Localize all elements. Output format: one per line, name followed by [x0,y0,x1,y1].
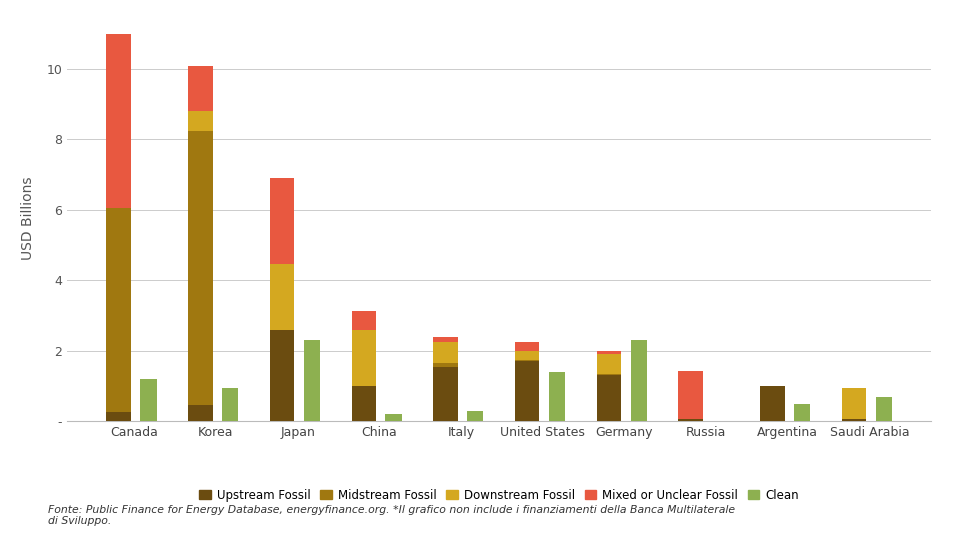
Bar [433,336,458,342]
Legend: Upstream Fossil, Midstream Fossil, Downstream Fossil, Mixed or Unclear Fossil, C: Upstream Fossil, Midstream Fossil, Downs… [195,484,804,506]
Bar [842,388,866,420]
Y-axis label: USD Billions: USD Billions [21,177,36,260]
Bar [433,342,458,363]
Bar [107,34,131,208]
Bar [107,208,131,413]
Bar [433,363,458,367]
Bar [794,403,810,421]
Bar [596,351,621,354]
Bar [679,420,703,421]
Bar [188,406,213,421]
Bar [876,396,892,421]
Bar [842,420,866,421]
Bar [270,265,295,329]
Bar [596,375,621,421]
Bar [549,372,565,421]
Bar [270,329,295,421]
Bar [351,386,376,421]
Bar [433,367,458,421]
Text: Fonte: Public Finance for Energy Database, energyfinance.org. *Il grafico non in: Fonte: Public Finance for Energy Databas… [48,505,735,526]
Bar [596,354,621,374]
Bar [351,329,376,386]
Bar [188,131,213,406]
Bar [515,361,540,421]
Bar [270,178,295,265]
Bar [188,65,213,111]
Bar [631,340,647,421]
Bar [515,351,540,360]
Bar [140,379,156,421]
Bar [188,111,213,131]
Bar [515,360,540,361]
Bar [760,386,784,421]
Bar [596,374,621,375]
Bar [468,410,484,421]
Bar [386,414,402,421]
Bar [222,388,238,421]
Bar [515,342,540,351]
Bar [351,312,376,329]
Bar [679,371,703,420]
Bar [107,413,131,421]
Bar [303,340,320,421]
